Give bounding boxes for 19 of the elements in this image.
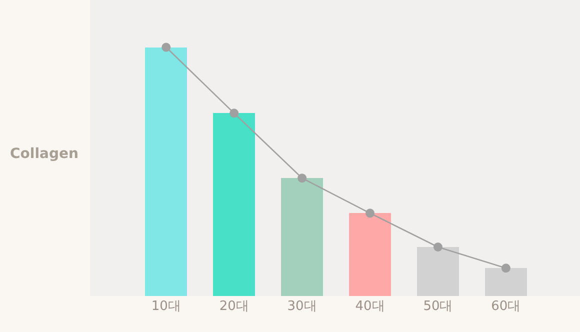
x-tick-label: 30대 bbox=[287, 299, 317, 314]
point bbox=[433, 242, 442, 252]
point bbox=[162, 42, 171, 52]
point bbox=[230, 108, 239, 118]
x-tick-label: 40대 bbox=[355, 299, 385, 314]
x-tick-label: 60대 bbox=[491, 299, 521, 314]
bar bbox=[348, 213, 392, 296]
y-axis-title: Collagen bbox=[10, 146, 78, 162]
x-tick-label: 50대 bbox=[423, 299, 453, 314]
x-tick-label: 10대 bbox=[151, 299, 181, 314]
bar bbox=[484, 268, 527, 296]
bar bbox=[416, 247, 460, 296]
bar bbox=[213, 113, 256, 296]
bar bbox=[280, 178, 324, 296]
x-tick-label: 20대 bbox=[219, 299, 249, 314]
point bbox=[366, 208, 374, 218]
point bbox=[501, 264, 510, 273]
point bbox=[298, 174, 307, 183]
bar bbox=[145, 47, 188, 296]
